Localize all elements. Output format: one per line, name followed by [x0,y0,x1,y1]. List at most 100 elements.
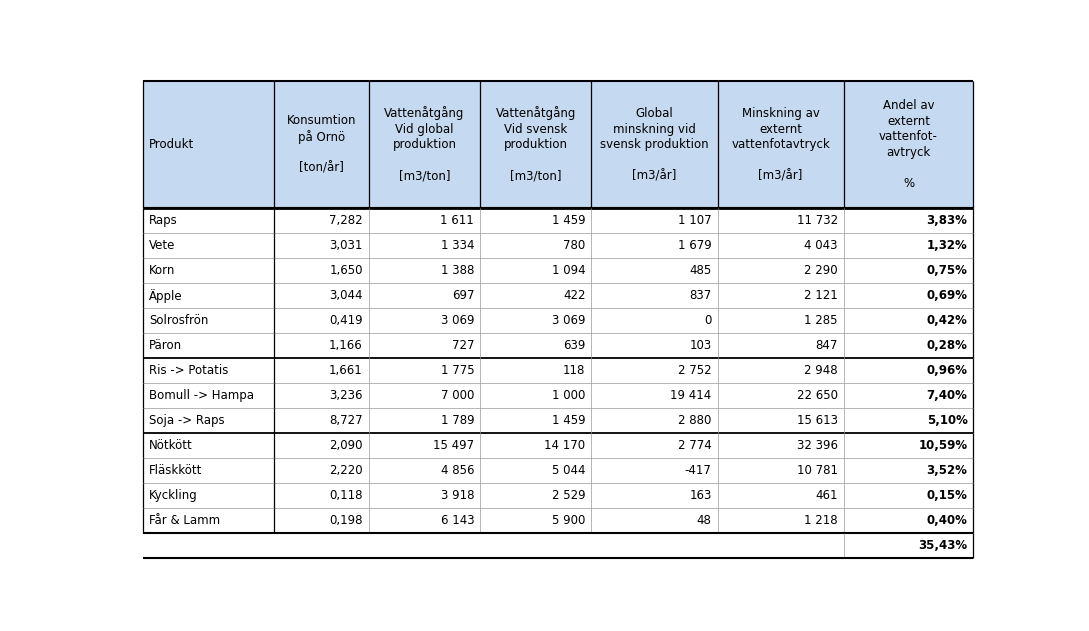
Text: 0,28%: 0,28% [927,339,967,352]
Text: Fläskkött: Fläskkött [149,464,203,477]
Bar [143,208,974,233]
Text: 3 069: 3 069 [552,314,586,327]
Text: Korn: Korn [149,264,175,278]
Text: Raps: Raps [149,215,178,227]
Text: Produkt: Produkt [149,138,194,151]
Text: 7,40%: 7,40% [927,389,967,402]
Text: 1,661: 1,661 [329,364,363,377]
Text: Global
minskning vid
svensk produktion

[m3/år]: Global minskning vid svensk produktion [… [600,107,709,182]
Bar [143,333,974,358]
Text: 1 000: 1 000 [552,389,586,402]
Text: 2,220: 2,220 [329,464,363,477]
Text: 2 121: 2 121 [804,289,837,302]
Text: 1 679: 1 679 [678,239,711,252]
Text: 2 774: 2 774 [678,439,711,452]
Bar [143,358,974,383]
Bar [143,483,974,508]
Bar [143,309,974,333]
Text: 0,42%: 0,42% [927,314,967,327]
Text: 3,031: 3,031 [330,239,363,252]
Text: 1 611: 1 611 [440,215,474,227]
Bar [143,258,974,283]
Text: 837: 837 [689,289,711,302]
Text: 1 789: 1 789 [441,414,474,427]
Text: 1 775: 1 775 [441,364,474,377]
Text: 5 900: 5 900 [552,514,586,527]
Text: Andel av
externt
vattenfot-
avtryck

%: Andel av externt vattenfot- avtryck % [879,99,938,190]
Text: 697: 697 [452,289,474,302]
Text: 0,96%: 0,96% [927,364,967,377]
Text: 2 752: 2 752 [678,364,711,377]
Text: Konsumtion
på Ornö

[ton/år]: Konsumtion på Ornö [ton/år] [286,114,356,175]
Text: 1 285: 1 285 [805,314,837,327]
Text: 0,40%: 0,40% [927,514,967,527]
Text: 0,15%: 0,15% [927,489,967,502]
Text: 14 170: 14 170 [544,439,586,452]
Text: 7 000: 7 000 [441,389,474,402]
Text: 1 388: 1 388 [441,264,474,278]
Text: 4 856: 4 856 [441,464,474,477]
Text: 3,044: 3,044 [329,289,363,302]
Text: 10 781: 10 781 [797,464,837,477]
Text: 0,198: 0,198 [329,514,363,527]
Text: 0,419: 0,419 [329,314,363,327]
Text: 2,090: 2,090 [329,439,363,452]
Text: 3,83%: 3,83% [927,215,967,227]
Text: 5 044: 5 044 [552,464,586,477]
Text: 10,59%: 10,59% [918,439,967,452]
Bar [143,433,974,458]
Text: Soja -> Raps: Soja -> Raps [149,414,224,427]
Text: 1 459: 1 459 [552,414,586,427]
Text: 0,69%: 0,69% [927,289,967,302]
Text: 847: 847 [816,339,837,352]
Text: Ris -> Potatis: Ris -> Potatis [149,364,229,377]
Bar [143,533,974,558]
Text: 727: 727 [452,339,474,352]
Text: 8,727: 8,727 [329,414,363,427]
Text: 0: 0 [705,314,711,327]
Text: 11 732: 11 732 [797,215,837,227]
Text: Bomull -> Hampa: Bomull -> Hampa [149,389,254,402]
Bar [143,81,974,208]
Text: Minskning av
externt
vattenfotavtryck

[m3/år]: Minskning av externt vattenfotavtryck [m… [732,107,830,182]
Bar [143,233,974,258]
Text: 3,52%: 3,52% [927,464,967,477]
Bar [143,408,974,433]
Text: 1,166: 1,166 [329,339,363,352]
Text: 461: 461 [816,489,837,502]
Text: Äpple: Äpple [149,289,183,303]
Bar [143,283,974,309]
Text: 2 948: 2 948 [805,364,837,377]
Text: 22 650: 22 650 [797,389,837,402]
Text: Solrosfrön: Solrosfrön [149,314,208,327]
Text: 19 414: 19 414 [671,389,711,402]
Text: 103: 103 [689,339,711,352]
Text: 118: 118 [563,364,586,377]
Text: 2 290: 2 290 [805,264,837,278]
Text: 5,10%: 5,10% [927,414,967,427]
Text: Nötkött: Nötkött [149,439,193,452]
Text: 780: 780 [563,239,586,252]
Bar [143,458,974,483]
Text: 2 880: 2 880 [678,414,711,427]
Text: 163: 163 [689,489,711,502]
Text: 35,43%: 35,43% [918,539,967,551]
Text: 3 069: 3 069 [441,314,474,327]
Text: 15 613: 15 613 [797,414,837,427]
Text: 1 459: 1 459 [552,215,586,227]
Text: 2 529: 2 529 [552,489,586,502]
Text: 1 218: 1 218 [805,514,837,527]
Bar [143,383,974,408]
Text: 7,282: 7,282 [329,215,363,227]
Text: 3,236: 3,236 [329,389,363,402]
Text: 15 497: 15 497 [433,439,474,452]
Text: 48: 48 [697,514,711,527]
Text: 0,118: 0,118 [329,489,363,502]
Text: 1 107: 1 107 [678,215,711,227]
Text: 639: 639 [563,339,586,352]
Text: 32 396: 32 396 [797,439,837,452]
Text: 1,32%: 1,32% [927,239,967,252]
Text: Kyckling: Kyckling [149,489,197,502]
Text: Får & Lamm: Får & Lamm [149,514,220,527]
Text: 485: 485 [689,264,711,278]
